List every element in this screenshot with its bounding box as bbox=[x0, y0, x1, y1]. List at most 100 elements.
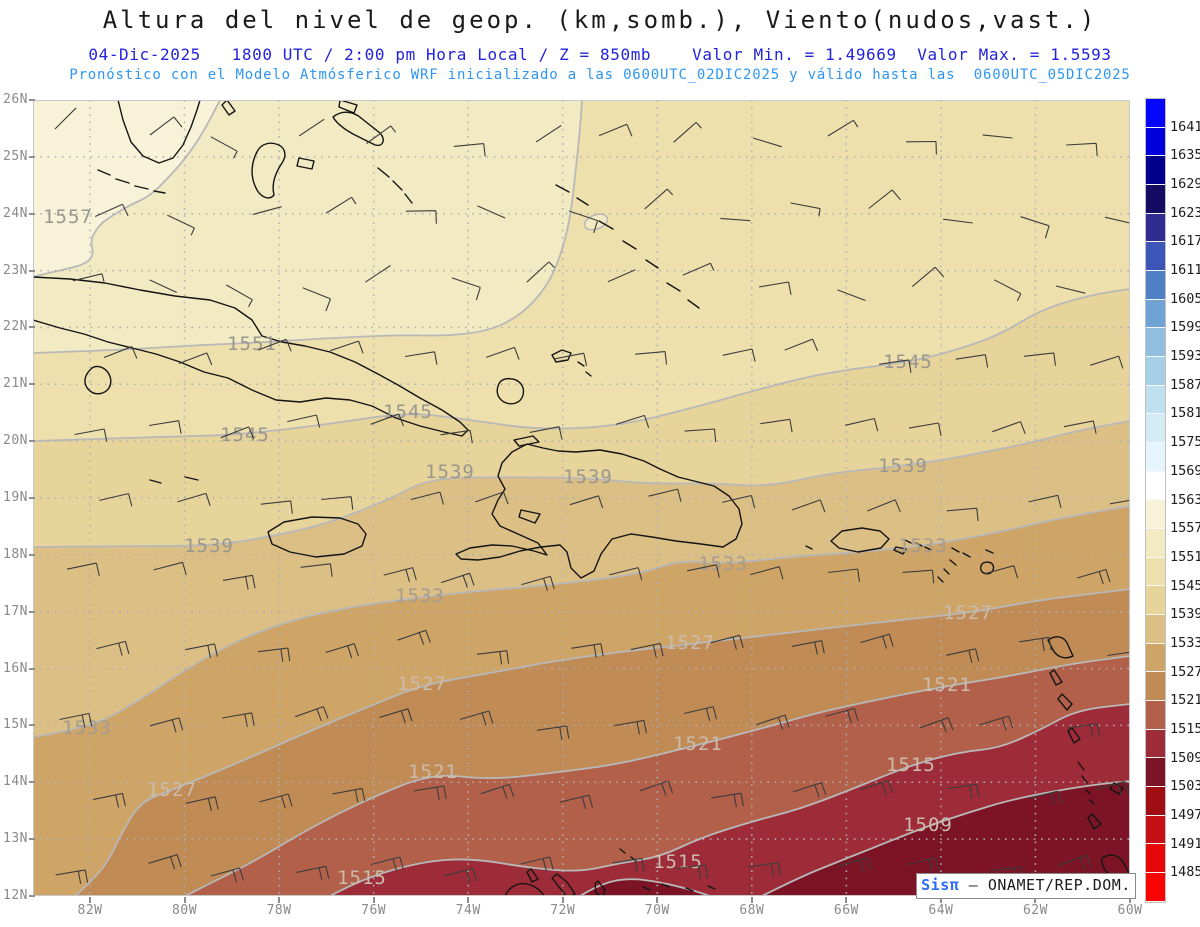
wind-barb bbox=[673, 121, 702, 143]
lat-tick-label-25N: 25N bbox=[3, 148, 28, 164]
wind-barb bbox=[905, 140, 937, 155]
wind-barb bbox=[568, 210, 599, 234]
contour-line-1527 bbox=[74, 588, 1130, 896]
contour-line-1521 bbox=[184, 655, 1130, 896]
wind-barb bbox=[298, 118, 325, 137]
contour-label-1527: 1527 bbox=[665, 632, 715, 654]
contour-label-1557: 1557 bbox=[43, 206, 93, 228]
colorbar bbox=[1145, 98, 1166, 903]
lat-tick-mark bbox=[29, 610, 35, 613]
wind-barb bbox=[837, 289, 866, 302]
wind-barb bbox=[571, 643, 604, 658]
lat-tick-label-17N: 17N bbox=[3, 603, 28, 619]
wind-barb bbox=[1028, 790, 1062, 806]
contour-label-1515: 1515 bbox=[653, 851, 703, 873]
wind-barb bbox=[559, 794, 594, 810]
lon-tick-mark bbox=[278, 897, 281, 903]
wind-barb bbox=[1107, 651, 1130, 657]
lon-tick-mark bbox=[1128, 897, 1131, 903]
wind-barb bbox=[569, 495, 604, 509]
colorbar-segment-5 bbox=[1146, 242, 1165, 272]
contour-label-1527: 1527 bbox=[147, 779, 197, 801]
lat-tick-mark bbox=[29, 99, 35, 101]
wind-barb bbox=[908, 422, 942, 436]
lat-tick-mark bbox=[29, 155, 35, 158]
wind-barb bbox=[332, 787, 366, 803]
colorbar-segment-24 bbox=[1146, 787, 1165, 816]
wind-barb bbox=[185, 643, 218, 659]
wind-barb bbox=[1055, 285, 1086, 294]
contour-label-1539: 1539 bbox=[878, 455, 928, 477]
coastline-florida bbox=[117, 100, 201, 164]
wind-barb bbox=[752, 137, 782, 148]
map-canvas: 1557 1551 1545 1545 1545 1539 1539 1539 1539 1533… bbox=[33, 100, 1130, 896]
lat-tick-mark bbox=[29, 553, 35, 556]
colorbar-tick-1605: 1605 bbox=[1170, 290, 1200, 307]
colorbar-segment-0 bbox=[1146, 99, 1165, 128]
wind-barb bbox=[536, 725, 570, 740]
wind-barb bbox=[748, 861, 782, 877]
wind-barb bbox=[837, 857, 872, 873]
contour-label-1521: 1521 bbox=[408, 761, 458, 783]
lat-tick-label-19N: 19N bbox=[3, 489, 28, 505]
band-fill-1515 bbox=[33, 704, 1130, 896]
coastline-pr-islets bbox=[805, 539, 932, 555]
lon-tick-label-82W: 82W bbox=[77, 903, 103, 918]
wind-barb bbox=[521, 575, 555, 591]
colorbar-segment-12 bbox=[1146, 443, 1165, 472]
wind-barb bbox=[982, 134, 1013, 139]
colorbar-segment-4 bbox=[1146, 213, 1165, 243]
wind-barb bbox=[750, 566, 784, 580]
contour-line-1551 bbox=[33, 100, 583, 354]
wind-barb bbox=[675, 864, 709, 879]
lat-tick-mark bbox=[29, 724, 35, 727]
wind-barb bbox=[54, 107, 77, 130]
wind-barb bbox=[477, 205, 506, 219]
lat-tick-mark bbox=[29, 496, 35, 499]
contour-label-1533: 1533 bbox=[62, 717, 112, 739]
wind-barb bbox=[1077, 568, 1111, 585]
wind-barb bbox=[607, 269, 636, 283]
wind-barb bbox=[92, 792, 126, 808]
wind-barb bbox=[252, 206, 282, 216]
lon-tick-mark bbox=[1034, 897, 1037, 903]
lat-tick-mark bbox=[29, 667, 35, 670]
wind-barb bbox=[148, 854, 182, 870]
wind-barb bbox=[791, 640, 825, 655]
lat-tick-label-13N: 13N bbox=[3, 831, 28, 847]
coastline-eleuthera bbox=[332, 111, 384, 147]
lat-tick-mark bbox=[29, 894, 35, 897]
wind-barb bbox=[1020, 216, 1050, 239]
colorbar-segment-21 bbox=[1146, 701, 1165, 730]
wind-barb bbox=[859, 780, 894, 796]
colorbar-tick-1581: 1581 bbox=[1170, 405, 1200, 422]
contour-line-1557 bbox=[33, 100, 221, 278]
wind-barb bbox=[614, 719, 647, 735]
wind-barb bbox=[535, 125, 562, 143]
wind-barb bbox=[59, 712, 93, 728]
wind-barb bbox=[902, 569, 935, 584]
coastline-andros bbox=[251, 142, 286, 199]
wind-barb bbox=[554, 352, 588, 367]
wind-barb bbox=[300, 563, 333, 577]
wind-barb bbox=[96, 640, 130, 656]
colorbar-tick-1599: 1599 bbox=[1170, 319, 1200, 336]
wind-barb bbox=[153, 561, 187, 575]
wind-barb bbox=[397, 629, 431, 645]
wind-barb bbox=[639, 780, 674, 796]
wind-barb bbox=[210, 867, 244, 883]
wind-barb bbox=[1089, 355, 1124, 369]
lon-tick-label-78W: 78W bbox=[266, 903, 292, 918]
wind-barb bbox=[440, 429, 473, 444]
coastline-south-lesser-antilles bbox=[1047, 636, 1124, 830]
wind-barb bbox=[760, 418, 793, 433]
wind-barb bbox=[683, 706, 718, 721]
lat-tick-label-20N: 20N bbox=[3, 433, 28, 449]
colorbar-segment-23 bbox=[1146, 758, 1165, 788]
colorbar-segment-11 bbox=[1146, 414, 1165, 444]
coastline-florida-keys bbox=[97, 169, 166, 194]
wind-barb bbox=[404, 351, 438, 365]
coastline-jamaica bbox=[267, 516, 367, 558]
wind-barb bbox=[296, 865, 330, 881]
colorbar-segment-25 bbox=[1146, 815, 1165, 845]
